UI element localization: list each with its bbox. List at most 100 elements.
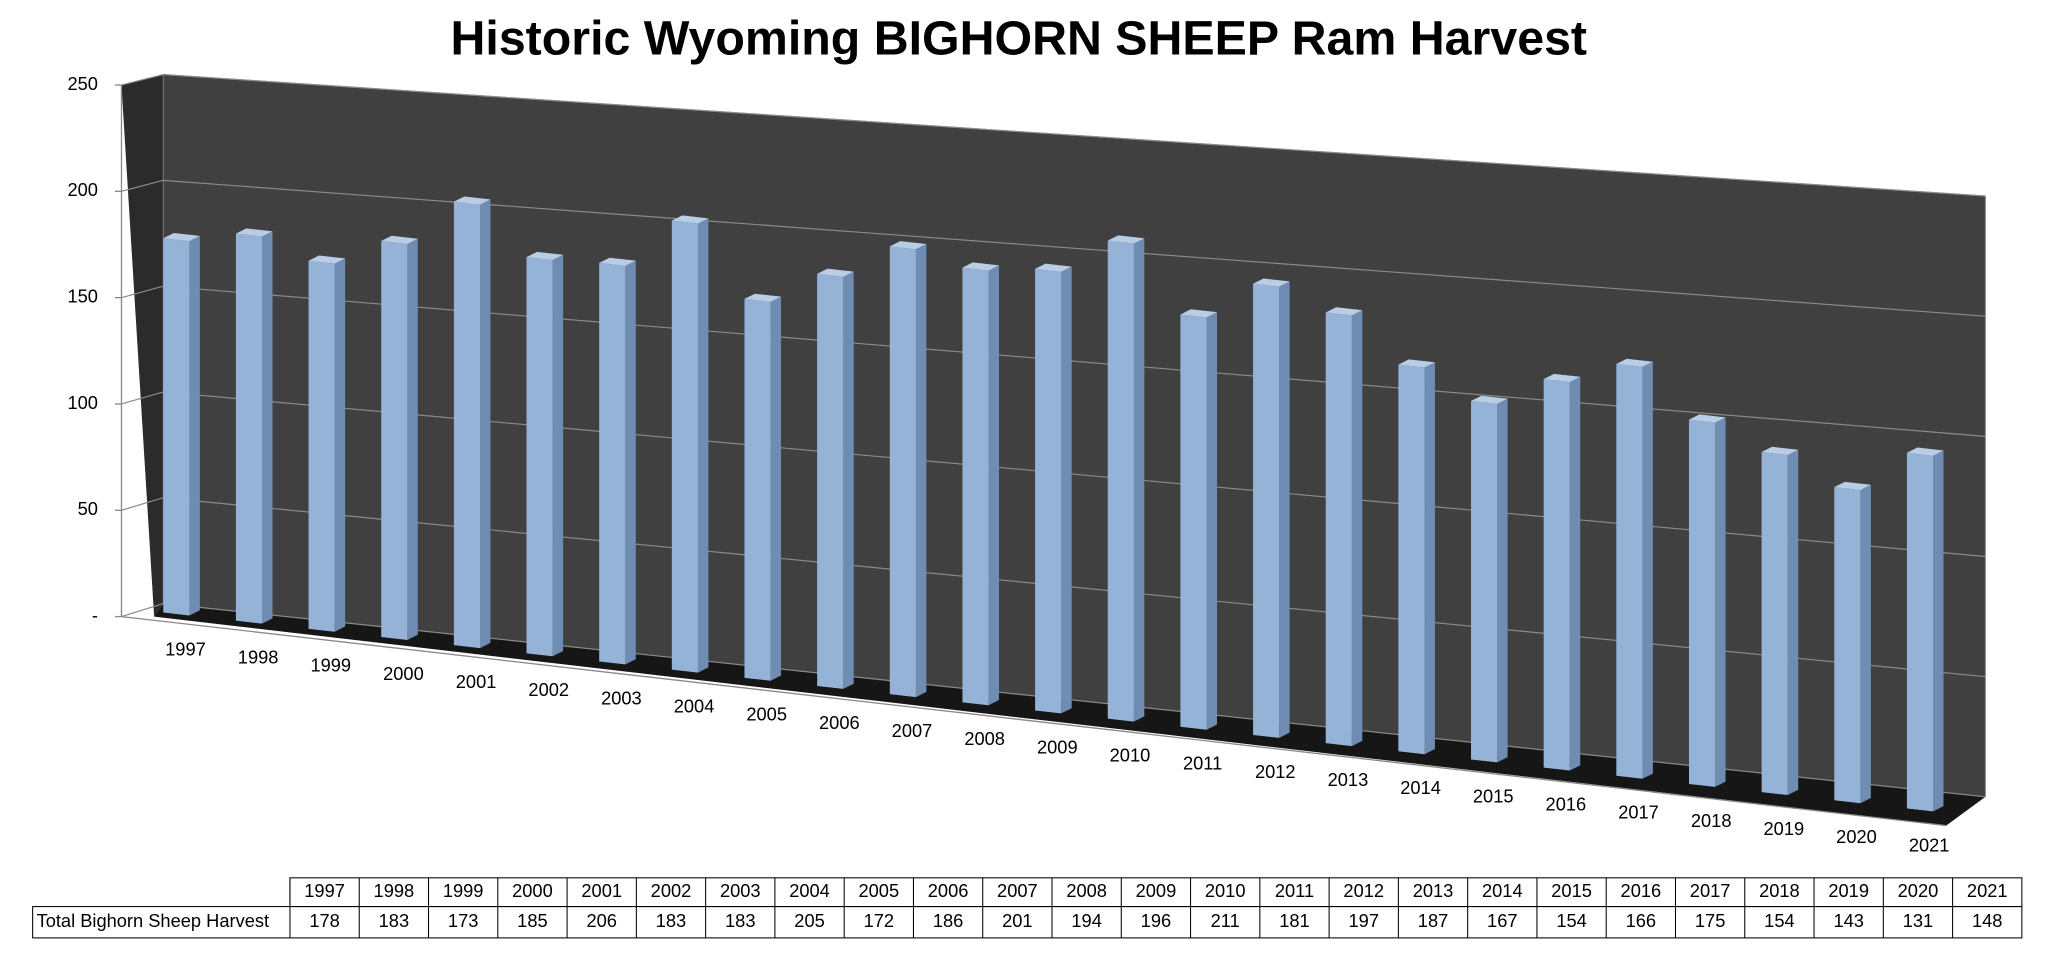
bar xyxy=(1688,414,1726,787)
bar xyxy=(308,255,346,632)
bar-top xyxy=(1543,373,1581,383)
y-tick-label: - xyxy=(92,604,98,625)
x-tick-label: 1998 xyxy=(238,647,279,668)
table-value: 197 xyxy=(1349,910,1379,931)
bar-top xyxy=(1180,309,1217,318)
table-header: 2018 xyxy=(1759,880,1800,901)
bar xyxy=(1834,481,1871,804)
bar-front xyxy=(381,241,408,640)
table-header: 2019 xyxy=(1828,880,1869,901)
bar-side xyxy=(407,238,418,640)
bar-front xyxy=(1616,363,1643,779)
bar-side xyxy=(1351,310,1363,747)
x-tick-label: 1997 xyxy=(165,638,206,659)
bar-front xyxy=(1906,452,1934,812)
bar-front xyxy=(1398,364,1425,755)
table-header: 2014 xyxy=(1482,880,1523,901)
table-value: 194 xyxy=(1071,910,1101,931)
table-value: 131 xyxy=(1903,910,1933,931)
table-value: 185 xyxy=(517,910,547,931)
table-value: 148 xyxy=(1972,910,2002,931)
y-tick-label: 150 xyxy=(67,285,97,306)
bar-front xyxy=(1035,268,1062,714)
x-tick-label: 2014 xyxy=(1400,777,1441,798)
bar-top xyxy=(381,235,418,244)
bar-side xyxy=(189,235,200,616)
bar xyxy=(1471,395,1508,763)
bar-front xyxy=(308,260,335,632)
bar-side xyxy=(1715,417,1726,787)
table-header: 2009 xyxy=(1136,880,1177,901)
table-header: 2016 xyxy=(1621,880,1662,901)
table-header: 2017 xyxy=(1690,880,1731,901)
table-value: 183 xyxy=(379,910,409,931)
bar-side xyxy=(843,271,854,689)
y-tick-label: 250 xyxy=(67,73,97,94)
table-value: 196 xyxy=(1141,910,1171,931)
x-tick-label: 2015 xyxy=(1473,785,1514,806)
bar xyxy=(889,241,927,698)
grid-line xyxy=(121,497,164,511)
bar-top xyxy=(1398,359,1435,368)
table-value: 173 xyxy=(448,910,478,931)
x-tick-label: 2000 xyxy=(383,663,424,684)
bar-front xyxy=(163,238,190,616)
bar xyxy=(1398,359,1435,755)
bar-front xyxy=(744,298,771,681)
bar xyxy=(744,293,782,681)
bar-front xyxy=(817,273,844,689)
bar-side xyxy=(1206,312,1217,730)
table-header: 2001 xyxy=(581,880,622,901)
bar xyxy=(235,228,273,624)
x-tick-label: 2012 xyxy=(1255,761,1296,782)
bar-top xyxy=(1616,358,1653,367)
y-tick-label: 100 xyxy=(67,392,97,413)
bar-front xyxy=(1253,283,1280,738)
bar-top xyxy=(235,228,273,237)
bar-top xyxy=(453,196,491,205)
bar xyxy=(1906,447,1944,812)
side-wall xyxy=(121,74,164,617)
bar xyxy=(1543,373,1581,771)
bar-side xyxy=(1133,238,1145,722)
table-header: 2020 xyxy=(1898,880,1939,901)
table-header: 2015 xyxy=(1551,880,1592,901)
table-header: 2008 xyxy=(1066,880,1107,901)
table-header: 2013 xyxy=(1413,880,1454,901)
bar-side xyxy=(262,231,273,624)
bar-top xyxy=(526,251,564,260)
bar-side xyxy=(988,265,1000,706)
table-header: 2005 xyxy=(858,880,899,901)
x-tick-label: 2019 xyxy=(1764,818,1805,839)
table-header: 2007 xyxy=(997,880,1038,901)
bar-front xyxy=(1761,452,1788,796)
bar-top xyxy=(1471,395,1508,404)
bar-front xyxy=(1180,314,1207,730)
table-header: 2011 xyxy=(1275,880,1314,901)
x-tick-label: 2020 xyxy=(1836,826,1877,847)
bar-side xyxy=(1061,266,1072,714)
x-tick-label: 1999 xyxy=(310,655,351,676)
bar-top xyxy=(163,232,200,242)
table-value: 154 xyxy=(1764,910,1794,931)
bar xyxy=(1616,358,1653,779)
bar-front xyxy=(1688,419,1716,787)
table-header: 1999 xyxy=(443,880,484,901)
bar-front xyxy=(599,262,626,665)
table-header: 1997 xyxy=(304,880,345,901)
bar-side xyxy=(1642,361,1653,779)
table-header: 2006 xyxy=(928,880,969,901)
bar-top xyxy=(1325,307,1363,316)
bar xyxy=(1325,307,1363,747)
table-header: 2021 xyxy=(1967,880,2008,901)
bar-side xyxy=(915,244,927,698)
table-value: 186 xyxy=(933,910,963,931)
table-value: 205 xyxy=(794,910,824,931)
table-value: 211 xyxy=(1211,910,1240,931)
bar-top xyxy=(599,257,636,266)
table-value: 143 xyxy=(1833,910,1863,931)
table-header: 2010 xyxy=(1205,880,1246,901)
bar xyxy=(1035,263,1072,714)
grid-line xyxy=(121,391,164,405)
bar xyxy=(526,251,564,657)
